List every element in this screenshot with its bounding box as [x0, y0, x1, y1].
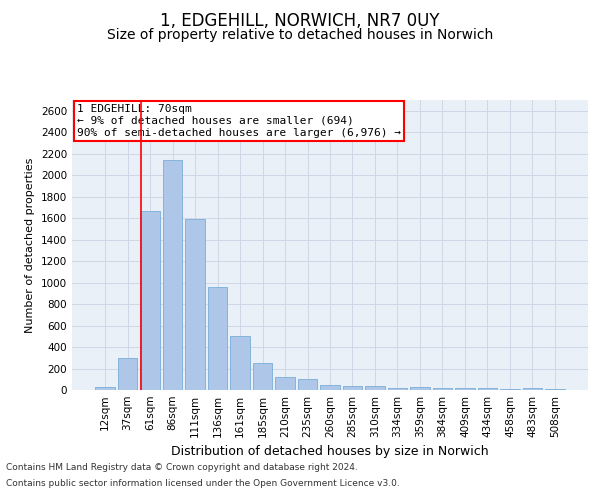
Y-axis label: Number of detached properties: Number of detached properties [25, 158, 35, 332]
Bar [230, 336, 250, 390]
Bar [95, 388, 115, 390]
Text: Contains public sector information licensed under the Open Government Licence v3: Contains public sector information licen… [6, 478, 400, 488]
Bar [320, 384, 340, 390]
Bar [275, 377, 295, 390]
Bar [298, 380, 317, 390]
Bar [118, 358, 137, 390]
Bar [208, 287, 227, 390]
Bar [455, 388, 475, 390]
Text: Size of property relative to detached houses in Norwich: Size of property relative to detached ho… [107, 28, 493, 42]
Bar [478, 388, 497, 390]
Text: 1 EDGEHILL: 70sqm
← 9% of detached houses are smaller (694)
90% of semi-detached: 1 EDGEHILL: 70sqm ← 9% of detached house… [77, 104, 401, 138]
Bar [185, 219, 205, 390]
Bar [388, 388, 407, 390]
X-axis label: Distribution of detached houses by size in Norwich: Distribution of detached houses by size … [171, 446, 489, 458]
Bar [365, 386, 385, 390]
Bar [343, 386, 362, 390]
Bar [410, 387, 430, 390]
Text: 1, EDGEHILL, NORWICH, NR7 0UY: 1, EDGEHILL, NORWICH, NR7 0UY [160, 12, 440, 30]
Bar [433, 388, 452, 390]
Text: Contains HM Land Registry data © Crown copyright and database right 2024.: Contains HM Land Registry data © Crown c… [6, 464, 358, 472]
Bar [523, 388, 542, 390]
Bar [253, 363, 272, 390]
Bar [140, 210, 160, 390]
Bar [163, 160, 182, 390]
